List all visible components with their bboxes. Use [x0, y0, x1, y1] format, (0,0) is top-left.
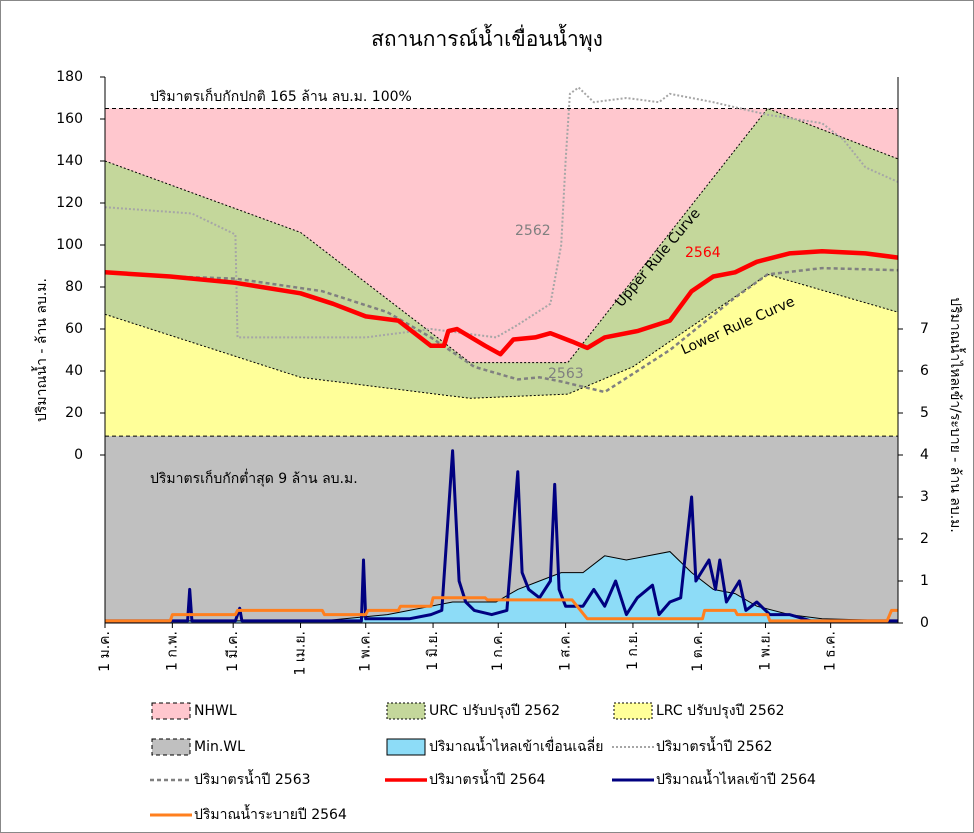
x-tick-label: 1 ม.ค. [97, 631, 113, 672]
x-tick-label: 1 มี.ค. [225, 631, 241, 672]
x-tick-label: 1 พ.ย. [757, 631, 773, 671]
y-axis-label: ปริมาณน้ำ - ล้าน ลบ.ม. [31, 278, 50, 422]
y-tick-label: 160 [56, 111, 83, 127]
y-tick-label: 60 [65, 321, 83, 337]
legend-label: Min.WL [194, 739, 245, 755]
series-line [104, 86, 899, 339]
annotation: ปริมาตรเก็บกักปกติ 165 ล้าน ลบ.ม. 100% [150, 87, 412, 105]
y-tick-label: 80 [65, 279, 83, 295]
x-tick-label: 1 มิ.ย. [425, 631, 441, 671]
plot [104, 86, 899, 623]
annotation: 2562 [515, 223, 551, 239]
y-tick-label: 180 [56, 69, 83, 85]
x-tick-label: 1 พ.ค. [358, 631, 374, 672]
y-tick-label: 40 [65, 363, 83, 379]
y-tick-label: 20 [65, 405, 83, 421]
series-line [105, 449, 898, 623]
legend-swatch [386, 738, 426, 756]
y2-axis-label: ปริมาณน้ำไหลเข้า/ระบาย - ล้าน ลบ.ม. [947, 297, 966, 533]
x-tick-label: 1 ต.ค. [690, 631, 706, 672]
y2-tick-label: 3 [920, 489, 929, 505]
y-tick-label: 100 [56, 237, 83, 253]
legend-label: ปริมาตรน้ำปี 2563 [194, 769, 311, 788]
legend-swatch [151, 702, 191, 720]
x-tick-label: 1 ธ.ค. [823, 631, 839, 671]
legend-label: ปริมาณน้ำไหลเข้าเขื่อนเฉลี่ย [429, 736, 603, 755]
legend-label: NHWL [194, 703, 237, 719]
x-tick-label: 1 ก.ย. [625, 631, 641, 670]
y2-tick-label: 0 [920, 615, 929, 631]
legend-label: LRC ปรับปรุงปี 2562 [656, 703, 785, 719]
legend-label: ปริมาณน้ำไหลเข้าปี 2564 [656, 769, 816, 788]
series-line [104, 249, 899, 357]
legend-swatch [613, 702, 653, 720]
y-tick-label: 140 [56, 153, 83, 169]
legend-swatch [151, 738, 191, 756]
legend-swatch [386, 702, 426, 720]
area-fill [105, 551, 898, 623]
y2-tick-label: 7 [920, 321, 929, 337]
area-fill [105, 436, 898, 623]
x-tick-label: 1 เม.ย. [293, 631, 309, 675]
annotation: 2563 [548, 366, 584, 382]
legend-label: ปริมาณน้ำระบายปี 2564 [194, 804, 347, 823]
annotation: 2564 [685, 245, 721, 261]
x-tick-label: 1 ส.ค. [558, 631, 574, 671]
y2-tick-label: 1 [920, 573, 929, 589]
y2-tick-label: 4 [920, 447, 929, 463]
y2-tick-label: 5 [920, 405, 929, 421]
y-tick-label: 120 [56, 195, 83, 211]
y2-tick-label: 6 [920, 363, 929, 379]
annotation: ปริมาตรเก็บกักต่ำสุด 9 ล้าน ลบ.ม. [150, 469, 358, 487]
chart-title: สถานการณ์น้ำเขื่อนน้ำพุง [371, 24, 603, 52]
y-tick-label: 0 [74, 447, 83, 463]
legend-label: URC ปรับปรุงปี 2562 [429, 703, 560, 719]
x-tick-label: 1 ก.ค. [490, 631, 506, 671]
x-tick-label: 1 ก.พ. [164, 631, 180, 671]
series-line [105, 596, 898, 623]
area-outline [104, 107, 899, 364]
legend-label: ปริมาตรน้ำปี 2564 [429, 769, 546, 788]
legend-label: ปริมาตรน้ำปี 2562 [656, 736, 773, 755]
y2-tick-label: 2 [920, 531, 929, 547]
